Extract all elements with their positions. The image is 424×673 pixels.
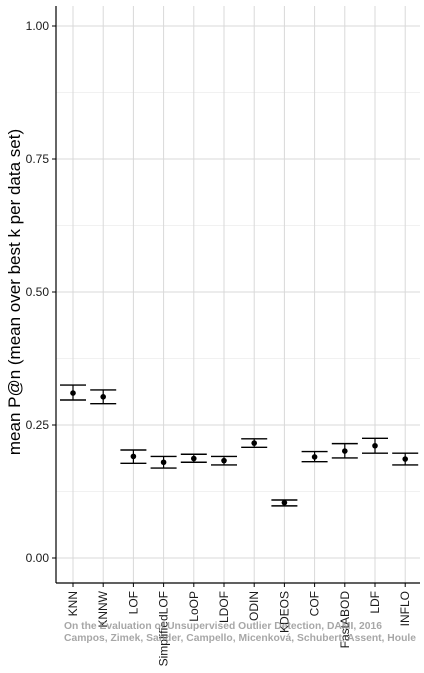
data-point	[160, 459, 167, 466]
error-bar-group	[241, 438, 268, 449]
x-tick-label: LOF	[126, 591, 140, 614]
x-tick-label: INFLO	[398, 591, 412, 626]
axes	[52, 6, 420, 587]
watermark-line-1: On the Evaluation of Unsupervised Outlie…	[64, 620, 382, 632]
data-point	[130, 453, 137, 460]
data-point	[402, 456, 409, 462]
y-tick-labels: 0.00 0.25 0.50 0.75 1.00	[26, 19, 50, 565]
data-point	[342, 448, 348, 454]
error-bar-group	[392, 452, 419, 466]
x-tick-label: COF	[308, 591, 322, 616]
x-tick-label: KNN	[66, 591, 80, 616]
data-point	[251, 440, 257, 446]
data-point	[70, 390, 76, 396]
watermark: On the Evaluation of Unsupervised Outlie…	[64, 620, 416, 644]
grid-lines	[56, 6, 420, 583]
error-bar-group	[211, 455, 237, 466]
error-bar-group	[90, 389, 117, 405]
x-tick-labels: KNN KNNW LOF SimplifiedLOF LoOP LDOF ODIN KDEOS…	[66, 590, 412, 666]
x-tick-label: LoOP	[187, 591, 201, 622]
x-tick-label: ODIN	[247, 591, 261, 621]
x-tick-label: KNNW	[96, 590, 110, 627]
x-tick-label: FastABOD	[338, 591, 352, 649]
watermark-line-2: Campos, Zimek, Sander, Campello, Micenko…	[64, 632, 416, 644]
data-point	[372, 442, 378, 449]
y-tick-label: 0.25	[26, 418, 50, 432]
error-bar-group	[331, 442, 358, 459]
y-axis-title: mean P@n (mean over best k per data set)	[5, 129, 24, 455]
error-bar-group	[150, 455, 177, 469]
data-point	[311, 454, 318, 460]
error-bar-group	[362, 437, 388, 454]
x-tick-label: LDOF	[217, 591, 231, 623]
x-tick-label: LDF	[368, 591, 382, 614]
data-point	[281, 499, 288, 506]
data-point	[221, 457, 227, 464]
x-tick-label: KDEOS	[277, 591, 291, 633]
error-bar-group	[60, 384, 86, 401]
error-bar-group	[120, 449, 147, 465]
error-bar-group	[180, 453, 207, 463]
error-bar-group	[301, 450, 328, 463]
x-tick-label: SimplifiedLOF	[157, 591, 171, 666]
data-marks	[60, 384, 419, 507]
y-tick-label: 0.50	[26, 285, 50, 299]
y-tick-label: 0.00	[26, 551, 50, 565]
y-tick-label: 0.75	[26, 152, 50, 166]
y-tick-label: 1.00	[26, 19, 50, 33]
data-point	[191, 455, 197, 462]
data-point	[100, 394, 106, 400]
error-bar-group	[271, 499, 298, 507]
